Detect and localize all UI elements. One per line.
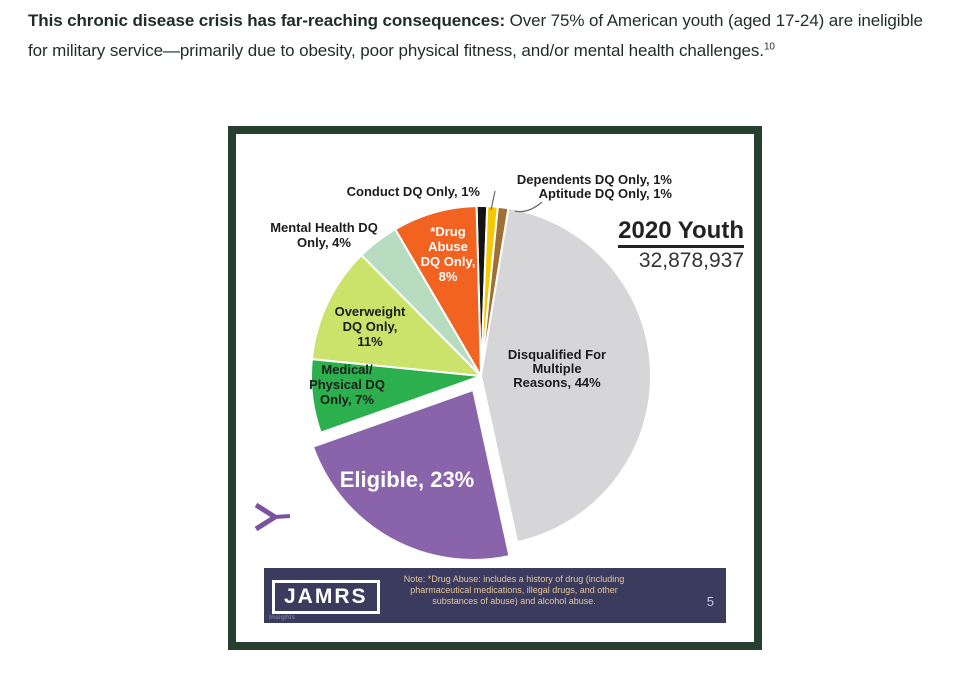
leader-line-dependents <box>490 190 496 211</box>
label-drug-abuse-dq: *Drug Abuse DQ Only, 8% <box>420 224 476 284</box>
pie-chart <box>254 190 652 561</box>
chart-title: 2020 Youth <box>618 218 744 248</box>
label-disqualified-multiple: Disqualified For Multiple Reasons, 44% <box>507 347 607 390</box>
label-eligible: Eligible, 23% <box>339 467 475 492</box>
jamrs-logo: JAMRS <box>272 580 380 614</box>
footnote-drug-abuse: Note: *Drug Abuse: includes a history of… <box>403 574 625 606</box>
eligible-arrow-icon <box>254 502 291 532</box>
intro-paragraph: This chronic disease crisis has far-reac… <box>28 6 933 66</box>
pie-slices <box>310 205 652 561</box>
chart-total-count: 32,878,937 <box>638 249 744 272</box>
label-overweight-dq: Overweight DQ Only, 11% <box>334 304 406 349</box>
slide-page-number: 5 <box>706 594 714 609</box>
chart-totals: 2020 Youth 32,878,937 <box>618 218 744 274</box>
intro-bold-text: This chronic disease crisis has far-reac… <box>28 11 505 30</box>
pie-slice-multiple <box>480 207 652 544</box>
label-dependents-aptitude-dq: Dependents DQ Only, 1% Aptitude DQ Only,… <box>516 172 672 201</box>
pie-slice-overweight <box>310 254 482 377</box>
label-medical-physical-dq: Medical/ Physical DQ Only, 7% <box>309 362 385 407</box>
chart-canvas: Conduct DQ Only, 1% Dependents DQ Only, … <box>236 134 754 642</box>
leader-line-aptitude <box>514 201 543 213</box>
chart-figure: Conduct DQ Only, 1% Dependents DQ Only, … <box>228 126 762 650</box>
jamrs-logo-subtext: Insights <box>269 614 296 621</box>
slide-footer: JAMRS Insights Note: *Drug Abuse: includ… <box>264 568 726 623</box>
pie-slice-drug <box>394 205 482 377</box>
intro-body-text: Over 75% of American youth (aged 17-24) … <box>28 11 923 60</box>
label-mental-health-dq: Mental Health DQ Only, 4% <box>270 220 378 250</box>
intro-footnote: 10 <box>763 41 775 53</box>
pie-slice-eligible <box>311 388 511 561</box>
label-conduct-dq: Conduct DQ Only, 1% <box>346 184 480 199</box>
